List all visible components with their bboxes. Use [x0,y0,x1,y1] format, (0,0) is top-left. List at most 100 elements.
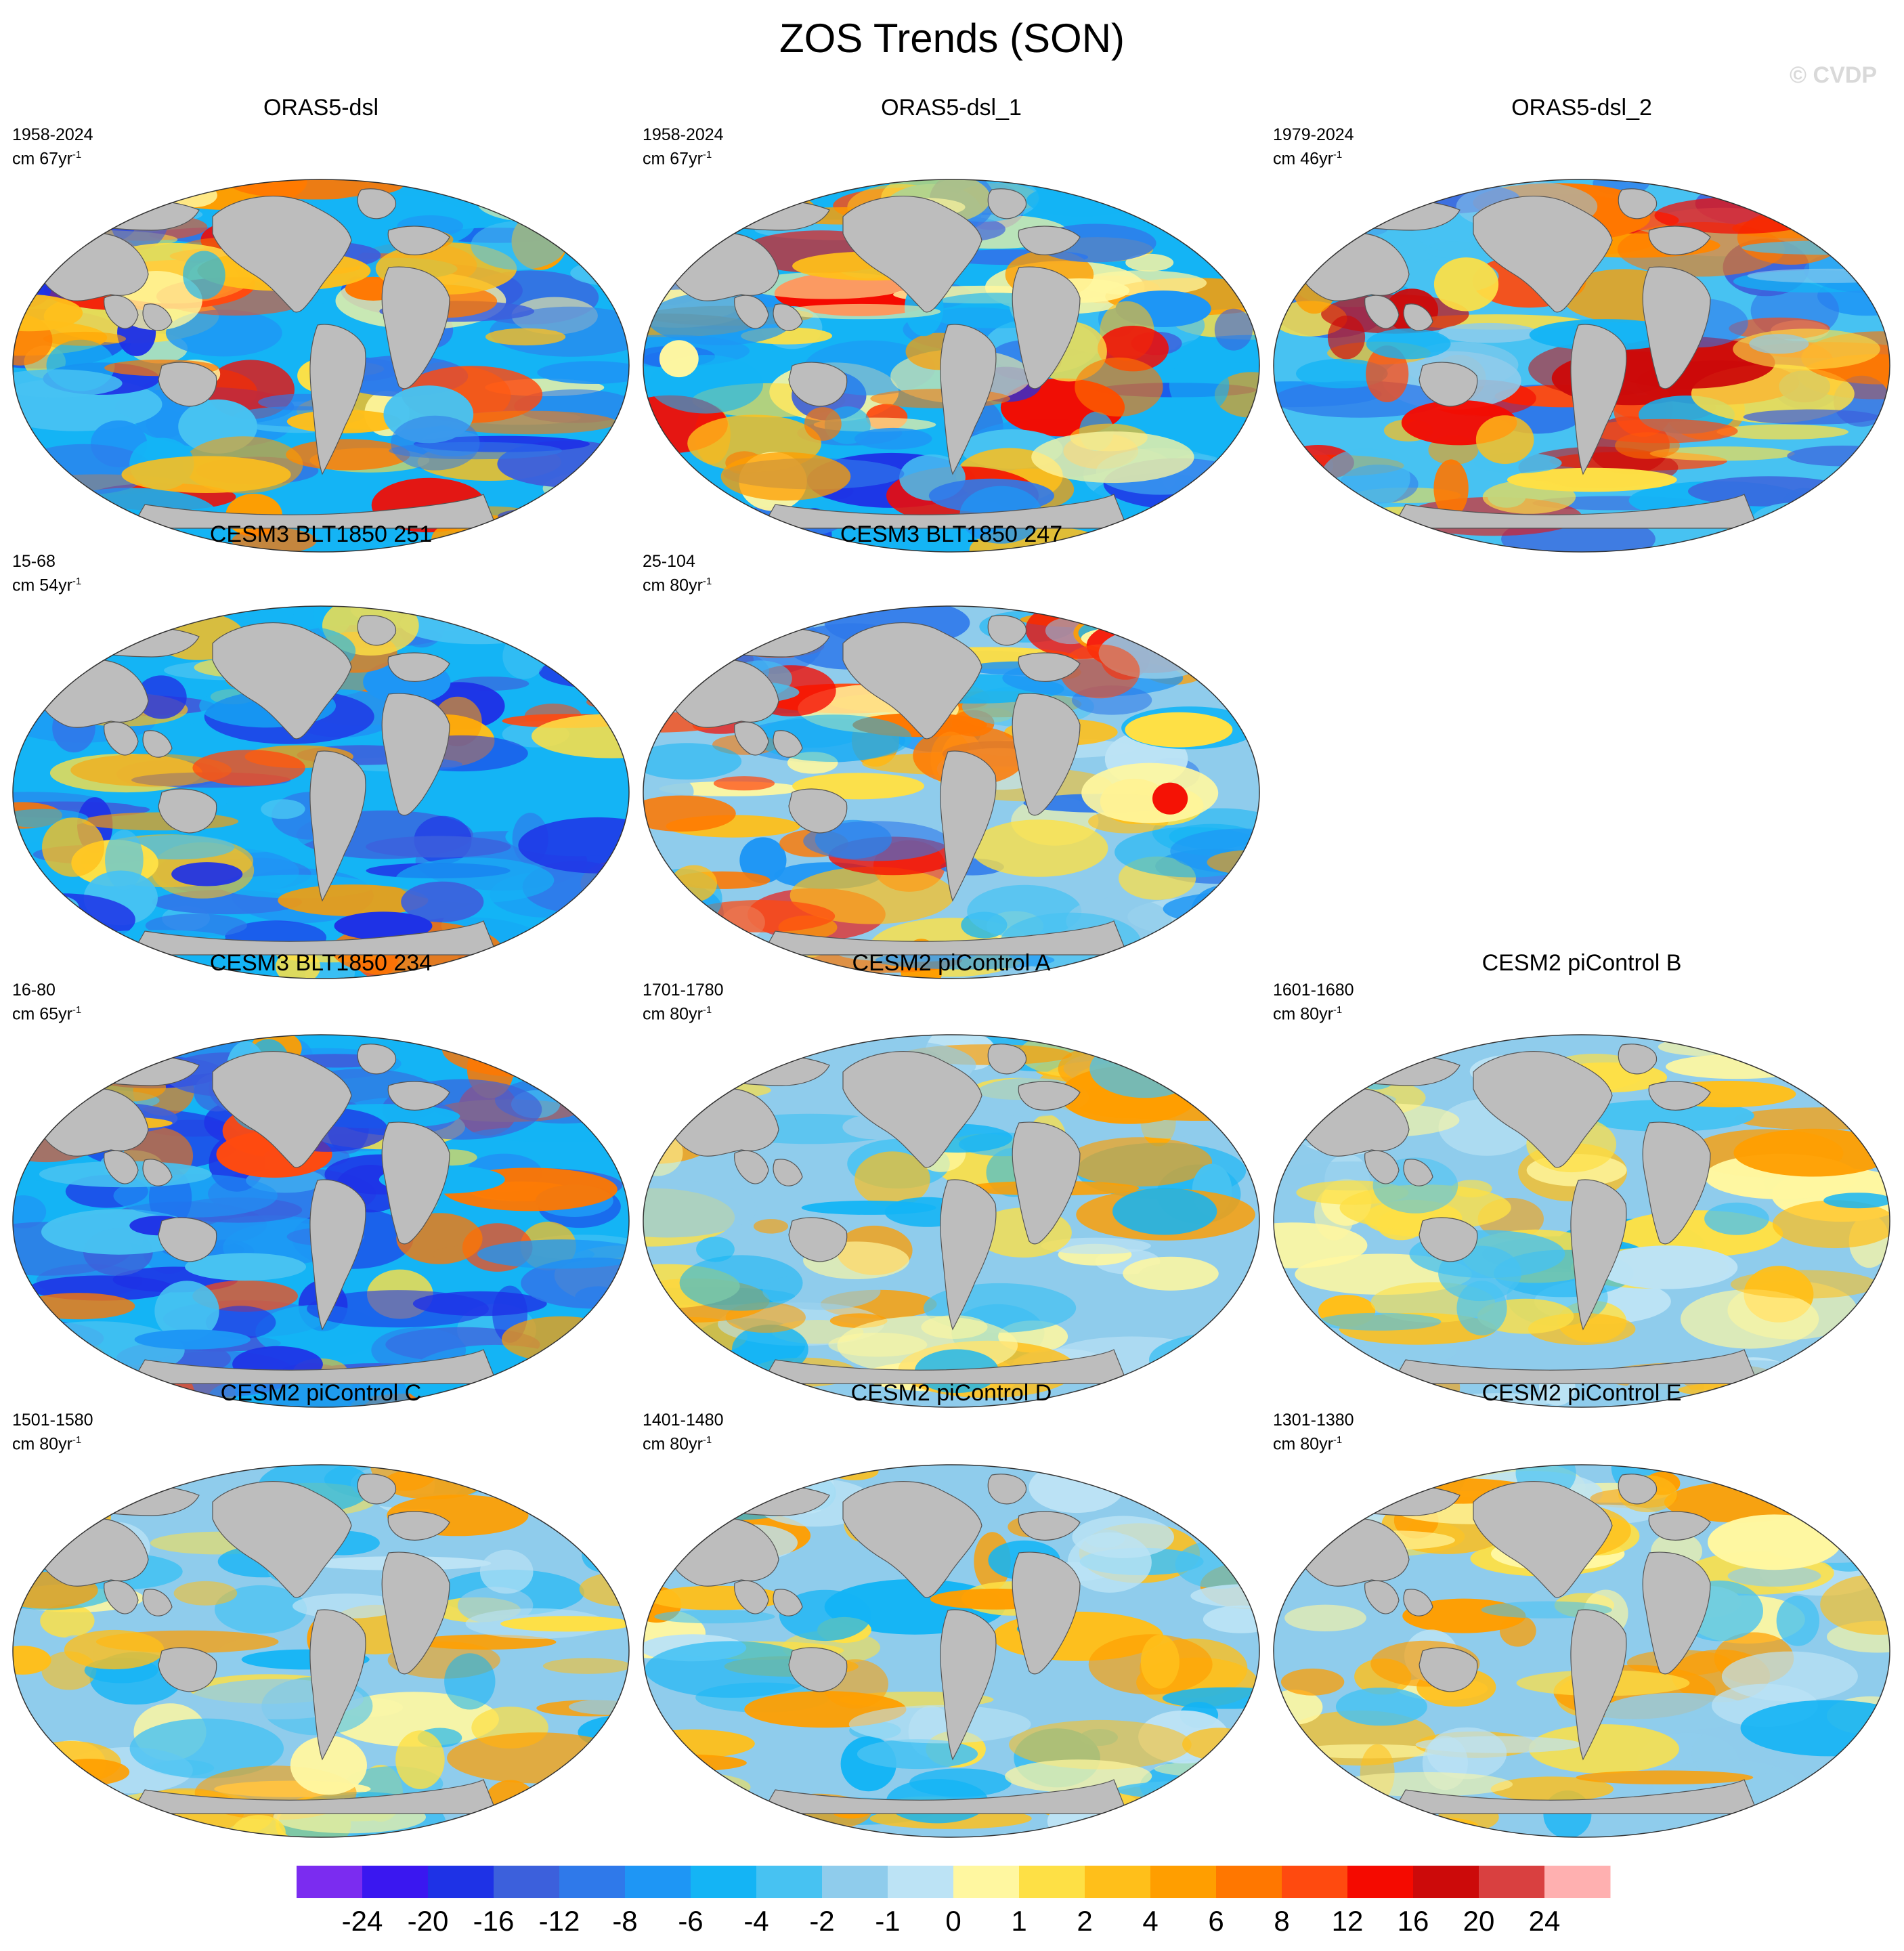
trend-patch [532,714,629,758]
trend-patch [1274,529,1412,552]
land-mass [1364,295,1400,329]
trend-patch [1688,476,1849,507]
land-mass [1648,1511,1711,1541]
trend-patch [1112,1187,1217,1235]
trend-patch [556,639,592,681]
colorbar-tick-label: 1 [1011,1905,1026,1937]
land-mass [1648,1081,1711,1111]
trend-patch [165,309,282,357]
units-label: cm 67yr-1 [643,145,724,169]
units-exponent: -1 [702,576,712,587]
land-mass [734,721,769,756]
trend-patch [1196,633,1251,656]
land-mass [1330,1484,1461,1516]
map-outline [643,605,1260,979]
trend-patch [537,361,629,385]
trend-patch [1170,1506,1244,1526]
land-mass [1473,1051,1613,1168]
units-label: cm 65yr-1 [12,1000,81,1024]
robinson-map [643,1034,1260,1408]
land-mass [940,324,997,475]
trend-patch [789,866,955,924]
trend-patch [447,1732,629,1784]
land-mass [104,1150,139,1184]
panel-title: CESM2 piControl D [850,1380,1052,1406]
land-mass [773,1159,803,1186]
trend-patch [1174,1824,1259,1837]
land-mass [773,730,803,758]
trend-patch [679,1255,803,1311]
trend-patch [1356,1467,1407,1499]
land-mass [842,622,982,739]
land-mass [1403,303,1433,331]
trend-patch [13,606,137,645]
panel-title: ORAS5-dsl_2 [1511,95,1652,121]
trend-patch [659,340,699,378]
robinson-map [1273,1034,1890,1408]
land-mass [1330,199,1461,231]
trend-patch [185,1253,307,1281]
trend-patch [290,1736,367,1795]
units-label: cm 80yr-1 [12,1430,93,1454]
units-label: cm 80yr-1 [643,1000,724,1024]
trend-patch [1438,322,1538,343]
trend-patch [1475,415,1534,465]
trend-patch [13,294,83,332]
colorbar-tick-label: -1 [875,1905,900,1937]
land-mass [1642,1121,1711,1245]
period-label: 15-68 [12,552,56,571]
panel-title: CESM3 BLT1850 251 [209,521,433,547]
trend-patch [576,921,629,945]
trend-patch [1576,1770,1754,1784]
trend-patch [643,1769,699,1813]
panel-period-units: 1979-2024 cm 46yr-1 [1273,125,1354,169]
trend-patch [1658,1037,1757,1056]
units-label: cm 67yr-1 [12,145,93,169]
trend-patch [500,1616,629,1632]
trend-patch [1425,241,1484,259]
trend-patch [1125,194,1249,233]
map-panel: ORAS5-dsl 1958-2024 cm 67yr-1 [9,95,632,555]
ocean-field [1274,1465,1890,1837]
colorbar-swatch [1479,1866,1545,1898]
colorbar-swatch [1150,1866,1217,1898]
map-outline [12,1464,630,1838]
map-outline [12,605,630,979]
units-label: cm 80yr-1 [1273,1000,1354,1024]
trend-patch [1327,316,1366,360]
trend-patch [183,251,225,299]
trend-patch [1752,502,1842,536]
colorbar-tick-label: -12 [539,1905,580,1937]
robinson-map [12,1464,630,1838]
colorbar-tick-label: -20 [408,1905,449,1937]
trend-patch [1354,1814,1391,1835]
trend-patch [13,1799,100,1829]
trend-patch [1026,184,1138,217]
land-mass [987,1474,1027,1505]
ocean-field [643,606,1259,979]
trend-patch [1335,1688,1427,1726]
trend-patch [739,837,787,884]
land-mass [734,1580,769,1614]
trend-patch [13,369,123,398]
robinson-map [12,605,630,979]
land-mass [1018,226,1081,255]
trend-patch [1031,431,1194,484]
land-mass [381,1121,450,1245]
land-mass [700,626,830,658]
land-mass [212,1481,352,1598]
land-mass [773,1589,803,1616]
trend-patch [801,1200,936,1215]
trend-patch [1366,345,1409,402]
land-mass [381,266,450,389]
land-mass [940,1179,997,1331]
trend-patch [1528,1724,1679,1774]
trend-patch [135,675,187,719]
trend-patch [674,179,759,202]
units-text: cm 54yr [12,576,72,595]
units-exponent: -1 [1333,149,1343,160]
units-label: cm 80yr-1 [1273,1430,1354,1454]
land-mass [309,750,366,902]
land-mass [357,1474,397,1505]
trend-patch [485,328,566,346]
